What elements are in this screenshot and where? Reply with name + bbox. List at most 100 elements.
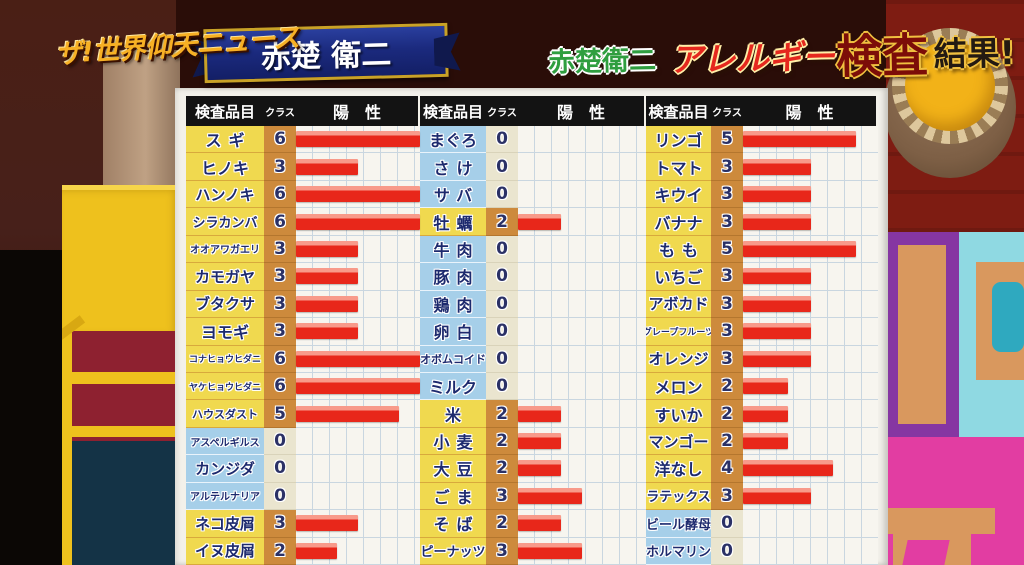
item-label: バナナ bbox=[646, 208, 711, 236]
item-label: マンゴー bbox=[646, 427, 711, 456]
table-header: 検査品目 クラス 陽 性 bbox=[186, 96, 420, 126]
positive-bar-area bbox=[743, 235, 878, 264]
positive-bar bbox=[743, 295, 811, 312]
positive-bar bbox=[296, 515, 358, 532]
positive-bar-area bbox=[296, 482, 420, 511]
positive-bar bbox=[296, 240, 358, 257]
header-class-label: クラス bbox=[265, 107, 295, 119]
table-row: トマト 3 bbox=[646, 153, 878, 181]
table-row: ブタクサ 3 bbox=[186, 290, 420, 319]
header-class-label: クラス bbox=[712, 107, 742, 119]
table-row: そば 2 bbox=[420, 510, 646, 538]
class-value: 0 bbox=[486, 180, 518, 209]
class-value: 2 bbox=[486, 510, 518, 538]
yellow-panel bbox=[62, 185, 180, 336]
item-label: キウイ bbox=[646, 180, 711, 209]
item-label: ヤケヒョウヒダニ bbox=[186, 372, 264, 401]
table-row: ハンノキ 6 bbox=[186, 180, 420, 209]
positive-bar bbox=[743, 131, 856, 148]
positive-bar-area bbox=[743, 427, 878, 456]
item-label: ヒノキ bbox=[186, 153, 264, 181]
header-item-label: 検査品目 bbox=[648, 102, 709, 121]
positive-bar-area bbox=[743, 537, 878, 565]
red-backdrop bbox=[72, 331, 176, 441]
class-value: 3 bbox=[264, 510, 296, 538]
positive-bar-area bbox=[743, 372, 878, 401]
positive-bar-area bbox=[743, 345, 878, 373]
class-value: 3 bbox=[711, 153, 743, 181]
positive-bar-area bbox=[518, 126, 646, 154]
table-row: イヌ皮屑 2 bbox=[186, 537, 420, 565]
positive-bar-area bbox=[743, 153, 878, 181]
positive-bar bbox=[296, 323, 358, 340]
headline-kekka-text: 結果! bbox=[933, 33, 1016, 74]
table-row: ヒノキ 3 bbox=[186, 153, 420, 181]
class-value: 3 bbox=[264, 290, 296, 319]
class-value: 2 bbox=[711, 400, 743, 428]
positive-bar-area bbox=[743, 290, 878, 319]
allergy-results-board: 検査品目 クラス 陽 性 スギ 6 ヒノキ 3 ハンノキ 6 シラカンバ 6 オオアワガエリ 3 カ… bbox=[175, 88, 888, 565]
positive-bar bbox=[743, 378, 788, 395]
positive-bar-area bbox=[518, 427, 646, 456]
positive-bar bbox=[518, 542, 582, 559]
blue-backdrop bbox=[72, 441, 176, 565]
class-value: 3 bbox=[711, 180, 743, 209]
item-label: ブタクサ bbox=[186, 290, 264, 319]
class-value: 0 bbox=[264, 455, 296, 483]
positive-bar-area bbox=[743, 318, 878, 346]
positive-bar-area bbox=[296, 455, 420, 483]
positive-bar-area bbox=[518, 263, 646, 291]
positive-bar bbox=[743, 268, 811, 285]
header-class-label: クラス bbox=[487, 107, 517, 119]
header-positive-label: 陽 性 bbox=[556, 103, 605, 122]
table-column-group-1: 検査品目 クラス 陽 性 スギ 6 ヒノキ 3 ハンノキ 6 シラカンバ 6 オオアワガエリ 3 カ… bbox=[186, 96, 420, 565]
class-value: 6 bbox=[264, 126, 296, 154]
item-label: メロン bbox=[646, 372, 711, 401]
item-label: そば bbox=[420, 510, 486, 538]
positive-bar-area bbox=[743, 263, 878, 291]
positive-bar-area bbox=[296, 345, 420, 373]
item-label: さけ bbox=[420, 153, 486, 181]
positive-bar-area bbox=[296, 208, 420, 236]
table-row: カンジダ 0 bbox=[186, 455, 420, 483]
positive-bar-area bbox=[743, 126, 878, 154]
class-value: 3 bbox=[486, 482, 518, 511]
positive-bar-area bbox=[743, 455, 878, 483]
positive-bar bbox=[518, 405, 561, 422]
positive-bar bbox=[743, 405, 788, 422]
pink-frame-ornament bbox=[902, 540, 950, 565]
class-value: 0 bbox=[486, 235, 518, 264]
item-label: 米 bbox=[420, 400, 486, 428]
positive-bar-area bbox=[518, 510, 646, 538]
positive-bar bbox=[296, 295, 358, 312]
positive-bar-area bbox=[296, 318, 420, 346]
header-item-label: 検査品目 bbox=[194, 102, 255, 121]
item-label: ピーナッツ bbox=[420, 537, 486, 565]
positive-bar-area bbox=[743, 180, 878, 209]
table-row: ピーナッツ 3 bbox=[420, 537, 646, 565]
class-value: 6 bbox=[264, 345, 296, 373]
positive-bar-area bbox=[518, 455, 646, 483]
item-label: 牡蠣 bbox=[420, 208, 486, 236]
positive-bar-area bbox=[518, 208, 646, 236]
table-row: ラテックス 3 bbox=[646, 482, 878, 511]
table-row: ミルク 0 bbox=[420, 372, 646, 401]
header-positive-label: 陽 性 bbox=[332, 103, 381, 122]
header-positive-label: 陽 性 bbox=[785, 103, 834, 122]
item-label: ラテックス bbox=[646, 482, 711, 511]
brick-pillar bbox=[103, 50, 180, 200]
class-value: 0 bbox=[711, 537, 743, 565]
table-row: ハウスダスト 5 bbox=[186, 400, 420, 428]
table-row: 鶏肉 0 bbox=[420, 290, 646, 319]
scaffold-rail bbox=[62, 372, 180, 384]
item-label: コナヒョウヒダニ bbox=[186, 345, 264, 373]
table-row: ホルマリン 0 bbox=[646, 537, 878, 565]
positive-bar bbox=[296, 405, 400, 422]
item-label: まぐろ bbox=[420, 126, 486, 154]
class-value: 0 bbox=[486, 126, 518, 154]
cupcake-top bbox=[905, 41, 995, 131]
table-row: サバ 0 bbox=[420, 180, 646, 209]
table-row: 洋なし 4 bbox=[646, 455, 878, 483]
item-label: イヌ皮屑 bbox=[186, 537, 264, 565]
